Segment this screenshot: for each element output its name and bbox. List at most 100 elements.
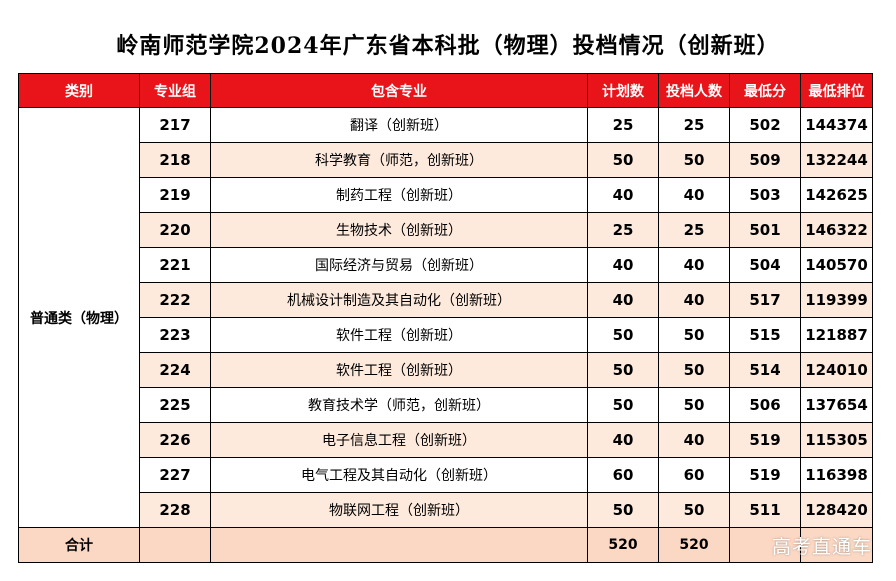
page-title: 岭南师范学院2024年广东省本科批（物理）投档情况（创新班） <box>116 33 780 59</box>
plan-cell: 40 <box>587 282 659 318</box>
min-score-cell: 509 <box>729 142 801 178</box>
table-row: 226 电子信息工程（创新班） 40 40 519 115305 <box>19 422 873 458</box>
group-cell: 227 <box>139 457 211 493</box>
group-cell: 218 <box>139 142 211 178</box>
admitted-cell: 50 <box>658 142 730 178</box>
header-plan: 计划数 <box>587 73 659 108</box>
plan-cell: 50 <box>587 142 659 178</box>
admitted-cell: 50 <box>658 317 730 353</box>
group-cell: 220 <box>139 212 211 248</box>
table-row: 228 物联网工程（创新班） 50 50 511 128420 <box>19 492 873 528</box>
group-cell: 224 <box>139 352 211 388</box>
table-row: 225 教育技术学（师范，创新班） 50 50 506 137654 <box>19 387 873 423</box>
major-cell: 电气工程及其自动化（创新班） <box>210 457 588 493</box>
total-plan-cell: 520 <box>587 527 659 563</box>
admitted-cell: 40 <box>658 282 730 318</box>
table-row: 224 软件工程（创新班） 50 50 514 124010 <box>19 352 873 388</box>
min-score-cell: 514 <box>729 352 801 388</box>
plan-cell: 40 <box>587 247 659 283</box>
group-cell: 226 <box>139 422 211 458</box>
min-score-cell: 504 <box>729 247 801 283</box>
header-min-score: 最低分 <box>729 73 801 108</box>
total-group-cell <box>139 527 211 563</box>
min-rank-cell: 142625 <box>800 177 873 213</box>
group-cell: 221 <box>139 247 211 283</box>
plan-cell: 60 <box>587 457 659 493</box>
min-rank-cell: 128420 <box>800 492 873 528</box>
major-cell: 电子信息工程（创新班） <box>210 422 588 458</box>
major-cell: 软件工程（创新班） <box>210 317 588 353</box>
group-cell: 222 <box>139 282 211 318</box>
admission-table: 类别 专业组 包含专业 计划数 投档人数 最低分 最低排位 普通类（物理） 217… <box>18 73 873 563</box>
category-cell: 普通类（物理） <box>18 107 140 528</box>
admitted-cell: 25 <box>658 212 730 248</box>
table-row: 221 国际经济与贸易（创新班） 40 40 504 140570 <box>19 247 873 283</box>
group-cell: 217 <box>139 107 211 143</box>
min-rank-cell: 115305 <box>800 422 873 458</box>
table-row: 220 生物技术（创新班） 25 25 501 146322 <box>19 212 873 248</box>
min-score-cell: 503 <box>729 177 801 213</box>
table-row: 227 电气工程及其自动化（创新班） 60 60 519 116398 <box>19 457 873 493</box>
header-admitted: 投档人数 <box>658 73 730 108</box>
major-cell: 国际经济与贸易（创新班） <box>210 247 588 283</box>
group-cell: 225 <box>139 387 211 423</box>
header-group: 专业组 <box>139 73 211 108</box>
admitted-cell: 40 <box>658 177 730 213</box>
total-label-cell: 合计 <box>18 527 140 563</box>
table-row: 218 科学教育（师范，创新班） 50 50 509 132244 <box>19 142 873 178</box>
admitted-cell: 40 <box>658 247 730 283</box>
admitted-cell: 60 <box>658 457 730 493</box>
group-cell: 228 <box>139 492 211 528</box>
admitted-cell: 40 <box>658 422 730 458</box>
min-rank-cell: 146322 <box>800 212 873 248</box>
major-cell: 物联网工程（创新班） <box>210 492 588 528</box>
min-rank-cell: 137654 <box>800 387 873 423</box>
min-rank-cell: 116398 <box>800 457 873 493</box>
header-category: 类别 <box>18 73 140 108</box>
header-major: 包含专业 <box>210 73 588 108</box>
plan-cell: 50 <box>587 317 659 353</box>
plan-cell: 50 <box>587 352 659 388</box>
table-row: 222 机械设计制造及其自动化（创新班） 40 40 517 119399 <box>19 282 873 318</box>
table-row: 普通类（物理） 217 翻译（创新班） 25 25 502 144374 <box>18 107 873 528</box>
major-cell: 机械设计制造及其自动化（创新班） <box>210 282 588 318</box>
major-cell: 教育技术学（师范，创新班） <box>210 387 588 423</box>
major-cell: 生物技术（创新班） <box>210 212 588 248</box>
total-min-rank-cell <box>800 527 873 563</box>
admitted-cell: 50 <box>658 387 730 423</box>
min-rank-cell: 124010 <box>800 352 873 388</box>
min-score-cell: 517 <box>729 282 801 318</box>
major-cell: 软件工程（创新班） <box>210 352 588 388</box>
major-cell: 制药工程（创新班） <box>210 177 588 213</box>
watermark: 高考直通车 <box>771 536 872 558</box>
plan-cell: 50 <box>587 492 659 528</box>
header-min-rank: 最低排位 <box>800 73 873 108</box>
table-row: 223 软件工程（创新班） 50 50 515 121887 <box>19 317 873 353</box>
min-rank-cell: 140570 <box>800 247 873 283</box>
plan-cell: 25 <box>587 107 659 143</box>
group-cell: 219 <box>139 177 211 213</box>
table-body: 普通类（物理） 217 翻译（创新班） 25 25 502 144374 218 科学教育（师范… <box>18 107 873 563</box>
min-score-cell: 501 <box>729 212 801 248</box>
min-rank-cell: 132244 <box>800 142 873 178</box>
min-score-cell: 519 <box>729 422 801 458</box>
plan-cell: 40 <box>587 177 659 213</box>
admitted-cell: 50 <box>658 352 730 388</box>
table-header-row: 类别 专业组 包含专业 计划数 投档人数 最低分 最低排位 <box>18 73 873 108</box>
total-min-score-cell <box>729 527 801 563</box>
plan-cell: 50 <box>587 387 659 423</box>
min-rank-cell: 121887 <box>800 317 873 353</box>
min-rank-cell: 119399 <box>800 282 873 318</box>
total-admitted-cell: 520 <box>658 527 730 563</box>
total-row: 合计 520 520 <box>18 527 873 563</box>
total-major-cell <box>210 527 588 563</box>
min-score-cell: 502 <box>729 107 801 143</box>
plan-cell: 40 <box>587 422 659 458</box>
major-cell: 科学教育（师范，创新班） <box>210 142 588 178</box>
admitted-cell: 25 <box>658 107 730 143</box>
min-rank-cell: 144374 <box>800 107 873 143</box>
table-row: 219 制药工程（创新班） 40 40 503 142625 <box>19 177 873 213</box>
min-score-cell: 511 <box>729 492 801 528</box>
min-score-cell: 515 <box>729 317 801 353</box>
major-cell: 翻译（创新班） <box>210 107 588 143</box>
